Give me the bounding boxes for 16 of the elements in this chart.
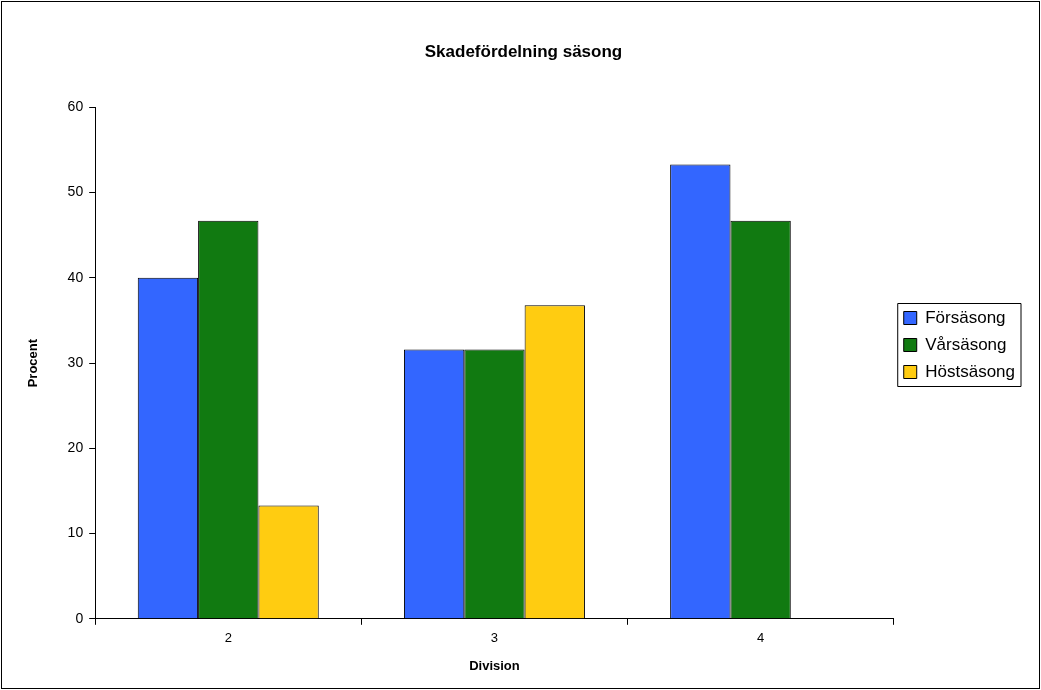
x-axis-title: Division bbox=[469, 657, 520, 673]
x-tick-label: 3 bbox=[490, 630, 499, 646]
y-axis-title: Procent bbox=[25, 338, 41, 388]
legend-label: Höstsäsong bbox=[925, 361, 1016, 381]
y-tick-label: 10 bbox=[67, 524, 84, 541]
y-tick-label: 50 bbox=[67, 183, 84, 200]
y-tick-label: 0 bbox=[75, 609, 84, 626]
y-tick-label: 30 bbox=[67, 353, 84, 370]
legend-label: Vårsäsong bbox=[925, 334, 1007, 354]
chart-title: Skadefördelning säsong bbox=[424, 41, 623, 61]
legend-label: Försäsong bbox=[925, 307, 1006, 327]
y-tick-label: 20 bbox=[67, 439, 84, 456]
x-tick-label: 2 bbox=[224, 630, 232, 646]
y-tick-label: 40 bbox=[67, 268, 84, 285]
x-tick-label: 4 bbox=[757, 630, 765, 646]
y-tick-label: 60 bbox=[67, 98, 84, 115]
